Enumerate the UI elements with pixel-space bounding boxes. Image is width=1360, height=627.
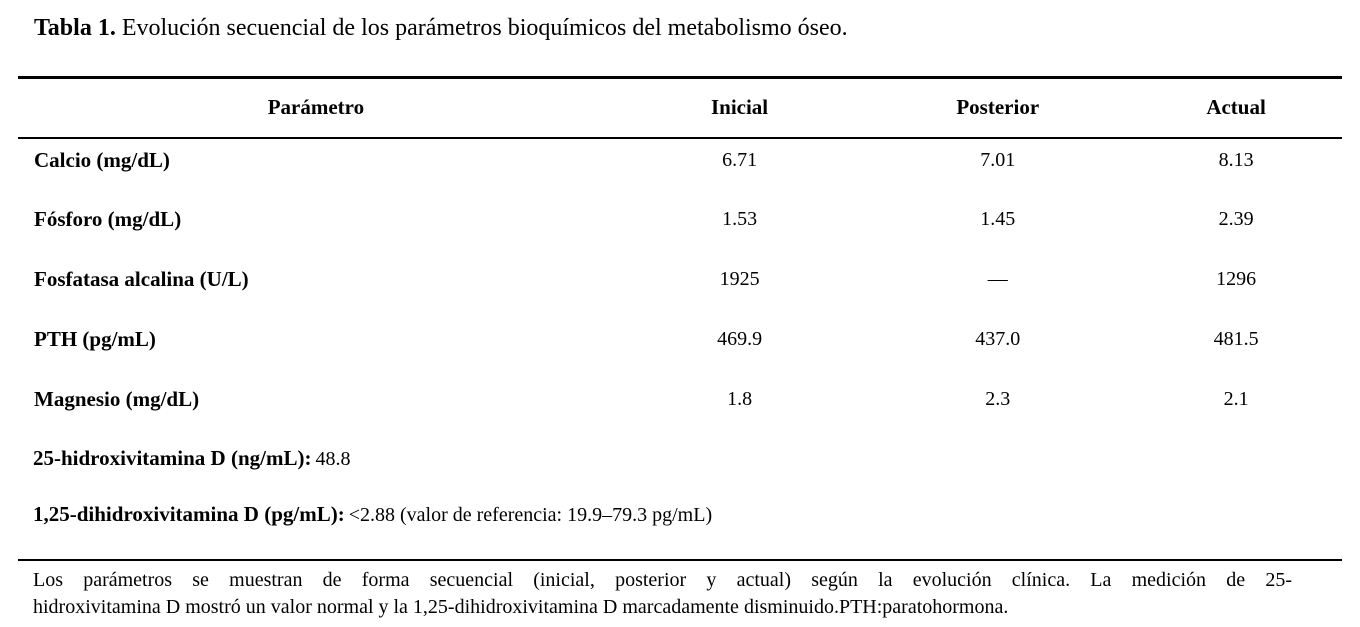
row-label: Calcio (mg/dL) (34, 147, 170, 172)
single-value-row-label: 1,25-dihidroxivitamina D (pg/mL): (33, 501, 345, 526)
cell-posterior-value: 2.3 (985, 387, 1011, 410)
row-label: Fósforo (mg/dL) (34, 206, 182, 231)
footnote-line-1: Los parámetros se muestran de forma secu… (33, 568, 1292, 591)
single-value-rows: 25-hidroxivitamina D (ng/mL): 48.8 1,25-d… (0, 438, 1360, 529)
table-row: Calcio (mg/dL) 6.71 7.01 8.13 (18, 138, 1342, 198)
cell-actual-value: 8.13 (1218, 148, 1254, 171)
row-label: Fosfatasa alcalina (U/L) (34, 266, 249, 291)
cell-inicial-value: 1925 (719, 267, 760, 290)
row-label: PTH (pg/mL) (34, 326, 156, 351)
table-title: Tabla 1. Evolución secuencial de los par… (0, 0, 1360, 43)
column-header-actual: Actual (1130, 77, 1342, 139)
cell-inicial-value: 1.8 (727, 387, 753, 410)
single-value-row: 25-hidroxivitamina D (ng/mL): 48.8 (18, 444, 1342, 473)
column-header-parametro: Parámetro (18, 77, 614, 139)
table-row: Fósforo (mg/dL) 1.53 1.45 2.39 (18, 198, 1342, 258)
cell-inicial-value: 6.71 (722, 148, 758, 171)
table-title-label: Tabla 1. (34, 15, 116, 41)
table-row: Magnesio (mg/dL) 1.8 2.3 2.1 (18, 378, 1342, 438)
row-label: Magnesio (mg/dL) (34, 386, 200, 411)
cell-inicial-value: 1.53 (722, 207, 758, 230)
cell-posterior-value: 437.0 (975, 327, 1021, 350)
cell-actual-value: 1296 (1216, 267, 1257, 290)
cell-inicial-value: 469.9 (717, 327, 763, 350)
table-title-text: Evolución secuencial de los parámetros b… (121, 15, 848, 41)
single-value-row-value: <2.88 (valor de referencia: 19.9–79.3 pg… (348, 503, 713, 526)
table-footnote: Los parámetros se muestran de forma secu… (18, 558, 1342, 621)
cell-posterior-value: — (987, 267, 1008, 290)
cell-posterior-value: 7.01 (980, 148, 1016, 171)
cell-actual-value: 2.1 (1223, 387, 1249, 410)
column-header-posterior: Posterior (865, 77, 1131, 139)
single-value-row: 1,25-dihidroxivitamina D (pg/mL): <2.88 (… (18, 500, 1342, 529)
table-row: Fosfatasa alcalina (U/L) 1925 — 1296 (18, 258, 1342, 318)
column-header-inicial: Inicial (613, 77, 866, 139)
cell-actual-value: 2.39 (1218, 207, 1254, 230)
single-value-row-value: 48.8 (315, 447, 351, 470)
cell-actual-value: 481.5 (1213, 327, 1259, 350)
table-row: PTH (pg/mL) 469.9 437.0 481.5 (18, 318, 1342, 378)
single-value-row-label: 25-hidroxivitamina D (ng/mL): (33, 445, 312, 470)
parameters-table: Parámetro Inicial Posterior Actual Calci… (18, 76, 1342, 438)
cell-posterior-value: 1.45 (980, 207, 1016, 230)
footnote-line-2: hidroxivitamina D mostró un valor normal… (33, 595, 1009, 618)
header-row: Parámetro Inicial Posterior Actual (18, 77, 1342, 139)
